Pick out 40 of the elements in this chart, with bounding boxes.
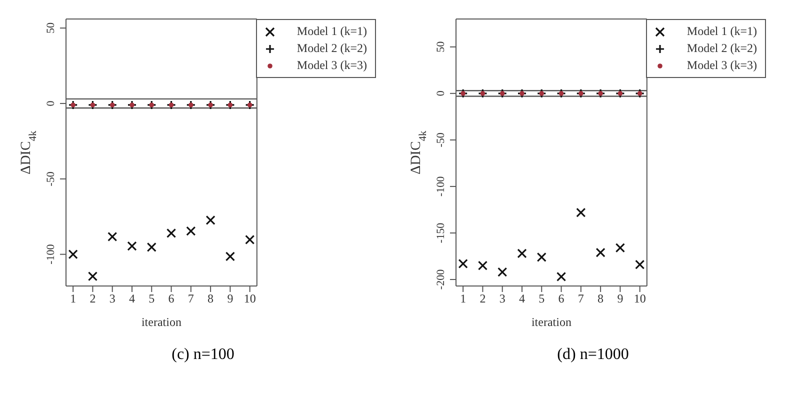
x-tick-label: 8 <box>598 292 604 306</box>
y-tick-label: 0 <box>435 90 447 96</box>
x-tick-label: 2 <box>480 292 486 306</box>
x-tick-label: 8 <box>208 292 214 306</box>
x-tick-label: 6 <box>168 292 174 306</box>
legend-label: Model 3 (k=3) <box>686 57 757 74</box>
x-tick-label: 2 <box>90 292 96 306</box>
x-axis-title: iteration <box>531 315 572 329</box>
legend-label: Model 2 (k=2) <box>686 40 757 57</box>
x-tick-label: 1 <box>460 292 466 306</box>
y-tick-label: 0 <box>45 100 57 106</box>
text: (c) n=100 <box>170 346 236 364</box>
legend-label: Model 1 (k=1) <box>686 23 757 40</box>
x-tick-label: 3 <box>499 292 506 306</box>
x-tick-label: 6 <box>558 292 564 306</box>
x-tick-label: 3 <box>109 292 116 306</box>
x-tick-label: 10 <box>244 292 256 306</box>
y-tick-label: -150 <box>435 222 447 244</box>
x-tick-label: 9 <box>227 292 234 306</box>
legend-label: Model 3 (k=3) <box>296 57 367 74</box>
x-tick-label: 9 <box>617 292 624 306</box>
y-tick-label: 50 <box>435 40 447 52</box>
y-tick-label: -100 <box>45 244 57 264</box>
x-tick-label: 4 <box>518 292 525 306</box>
text: (d) n=1000 <box>556 346 630 364</box>
x-tick-label: 10 <box>634 292 646 306</box>
y-tick-label: -200 <box>435 268 447 290</box>
x-tick-label: 7 <box>578 292 584 306</box>
x-tick-label: 5 <box>148 292 155 306</box>
y-tick-label: -100 <box>435 176 447 197</box>
x-axis-title: iteration <box>141 315 182 329</box>
y-tick-label: 50 <box>45 22 57 34</box>
x-tick-label: 7 <box>188 292 194 306</box>
legend-label: Model 2 (k=2) <box>296 40 367 57</box>
x-tick-label: 4 <box>128 292 135 306</box>
legend-label: Model 1 (k=1) <box>296 23 367 40</box>
x-tick-label: 1 <box>70 292 76 306</box>
x-tick-label: 5 <box>538 292 545 306</box>
y-tick-label: -50 <box>45 171 57 186</box>
y-tick-label: -50 <box>435 132 447 148</box>
